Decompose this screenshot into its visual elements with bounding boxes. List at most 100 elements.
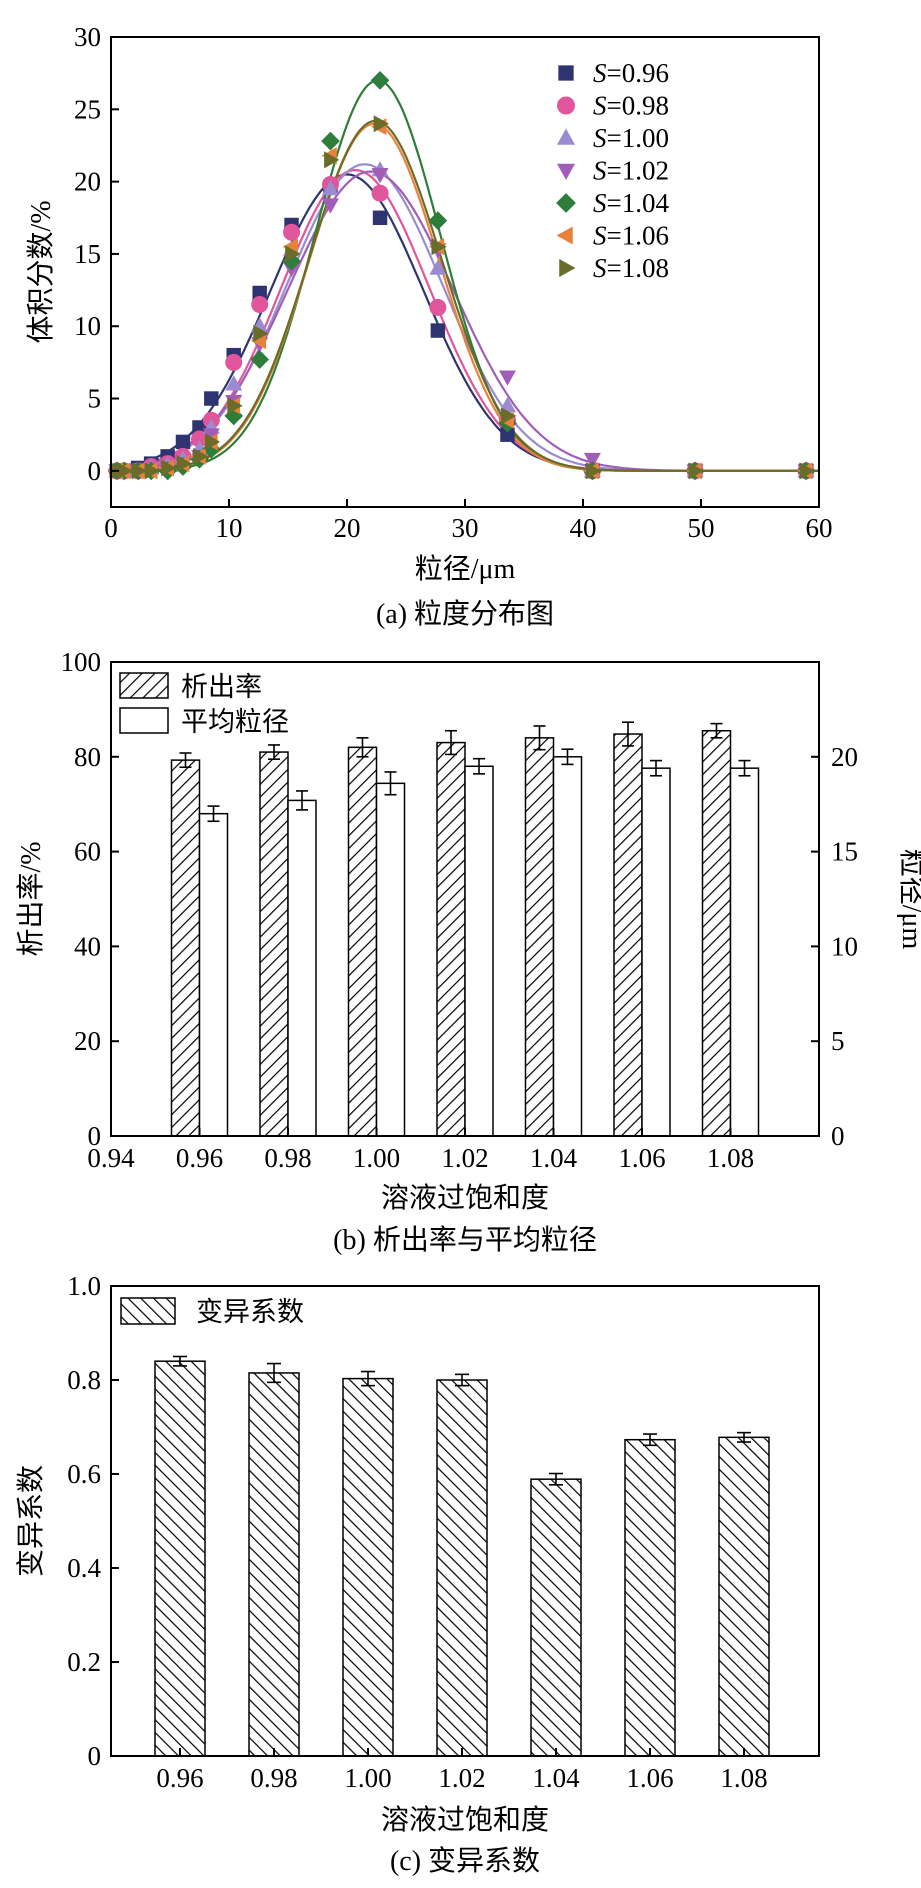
x-tick-label: 0 <box>104 513 118 543</box>
data-point-series-4 <box>321 198 339 214</box>
data-point-series-5 <box>282 251 301 271</box>
panel-b-x-ticks: 0.94 0.96 0.98 1.00 1.02 1.04 1.06 1.08 <box>87 1128 754 1173</box>
data-point-series-1 <box>204 391 219 406</box>
legend-marker-series-2 <box>557 96 575 115</box>
data-point-series-3 <box>225 375 243 391</box>
data-point-series-5 <box>428 211 448 231</box>
data-point-series-5 <box>321 131 340 151</box>
legend-label-series-4: S=1.02 <box>593 156 669 186</box>
panel-a-x-axis-label: 粒径/μm <box>415 553 516 585</box>
data-point-series-4 <box>498 370 516 386</box>
x-tick-label: 0.96 <box>176 1143 223 1173</box>
data-point-series-1 <box>430 323 446 338</box>
data-point-series-4 <box>202 428 220 444</box>
panel-c-x-ticks: 0.96 0.98 1.00 1.02 1.04 1.06 1.08 <box>156 1748 768 1793</box>
y-tick-label: 30 <box>74 22 101 52</box>
bar-cv <box>342 1377 394 1757</box>
data-point-series-1 <box>192 420 207 435</box>
y-tick-label: 5 <box>88 384 102 414</box>
x-tick-label: 20 <box>334 513 361 543</box>
x-tick-label: 50 <box>688 513 715 543</box>
x-tick-label: 1.02 <box>438 1763 485 1793</box>
x-tick-label: 1.04 <box>532 1763 580 1793</box>
legend-label-series-3: S=1.00 <box>593 123 669 153</box>
y-tick-label: 0.6 <box>67 1459 101 1489</box>
x-tick-label: 1.04 <box>530 1143 578 1173</box>
bar-precipitation <box>701 729 732 1137</box>
bar-precipitation <box>524 737 555 1137</box>
y-tick-label: 10 <box>74 311 101 341</box>
legend-label-series-2: S=0.98 <box>593 91 669 121</box>
bar-cv <box>436 1379 488 1757</box>
right-y-tick-label: 15 <box>831 837 858 867</box>
x-tick-label: 1.06 <box>626 1763 673 1793</box>
legend-swatch-precipitation <box>119 672 169 699</box>
data-point-series-7 <box>373 115 389 133</box>
data-point-series-7 <box>131 462 148 480</box>
legend-label-precipitation: 析出率 <box>181 672 262 702</box>
x-tick-label: 0.98 <box>250 1763 297 1793</box>
x-tick-label: 0.98 <box>264 1143 311 1173</box>
left-y-tick-label: 20 <box>74 1026 101 1056</box>
bar-precipitation <box>436 741 466 1137</box>
panel-c: 0.96 0.98 1.00 1.02 1.04 1.06 1.08 00.20.40.60… <box>15 1271 820 1877</box>
right-y-tick-label: 10 <box>831 931 858 961</box>
bar-mean-size <box>198 812 229 1137</box>
left-y-tick-label: 100 <box>61 647 102 677</box>
panel-c-caption: (c) 变异系数 <box>390 1845 540 1877</box>
data-point-series-5 <box>224 406 244 426</box>
data-point-series-7 <box>176 455 192 473</box>
panel-a-x-ticks: 0 10 20 30 40 50 60 <box>104 499 833 543</box>
legend-label-series-1: S=0.96 <box>593 58 669 88</box>
x-tick-label: 1.06 <box>618 1143 665 1173</box>
bar-mean-size <box>464 765 494 1137</box>
x-tick-label: 1.00 <box>353 1143 400 1173</box>
bar-cv <box>718 1436 770 1757</box>
x-tick-label: 0.96 <box>156 1763 203 1793</box>
right-y-tick-label: 0 <box>831 1121 845 1151</box>
y-tick-label: 15 <box>74 239 101 269</box>
fit-curve-series-5 <box>111 79 819 472</box>
y-tick-label: 0.2 <box>67 1647 101 1677</box>
data-point-series-7 <box>586 462 602 480</box>
data-point-series-5 <box>370 71 390 90</box>
legend-marker-series-6 <box>556 226 573 245</box>
panel-c-y-ticks: 0 0.2 0.4 0.6 0.8 1.0 <box>67 1271 119 1771</box>
panel-a-y-ticks: 0 5 10 15 20 25 30 <box>74 22 119 486</box>
legend-marker-series-7 <box>559 259 576 277</box>
bar-mean-size <box>552 756 583 1137</box>
bar-cv <box>530 1478 582 1757</box>
data-point-series-2 <box>225 353 243 371</box>
data-point-series-3 <box>498 396 516 413</box>
data-point-series-4 <box>583 452 601 469</box>
data-point-series-7 <box>285 245 301 263</box>
panel-b-legend: 析出率 平均粒径 <box>119 672 289 737</box>
data-point-series-7 <box>161 459 177 477</box>
bar-cv <box>248 1372 300 1757</box>
panel-b-plot-area <box>170 721 760 1137</box>
data-point-series-5 <box>250 350 270 369</box>
left-y-tick-label: 40 <box>74 931 101 961</box>
legend-swatch-cv <box>120 1297 176 1325</box>
right-y-tick-label: 20 <box>831 742 858 772</box>
data-point-series-2 <box>251 296 269 314</box>
x-tick-label: 1.02 <box>441 1143 488 1173</box>
data-point-series-1 <box>175 434 191 450</box>
data-point-series-7 <box>324 151 340 169</box>
data-point-series-2 <box>429 298 447 316</box>
legend-label-cv: 变异系数 <box>196 1297 304 1327</box>
panel-c-y-axis-label: 变异系数 <box>15 1465 47 1577</box>
bar-cv <box>624 1438 676 1757</box>
data-point-series-7 <box>204 433 221 451</box>
x-tick-label: 1.08 <box>720 1763 767 1793</box>
x-tick-label: 10 <box>216 513 243 543</box>
x-tick-label: 1.08 <box>707 1143 754 1173</box>
legend-marker-series-1 <box>558 65 574 81</box>
data-point-series-4 <box>371 168 389 184</box>
bar-precipitation <box>347 746 378 1137</box>
y-tick-label: 0.4 <box>67 1553 101 1583</box>
legend-marker-series-5 <box>556 193 576 213</box>
bar-mean-size <box>641 767 671 1137</box>
bar-mean-size <box>729 767 760 1137</box>
